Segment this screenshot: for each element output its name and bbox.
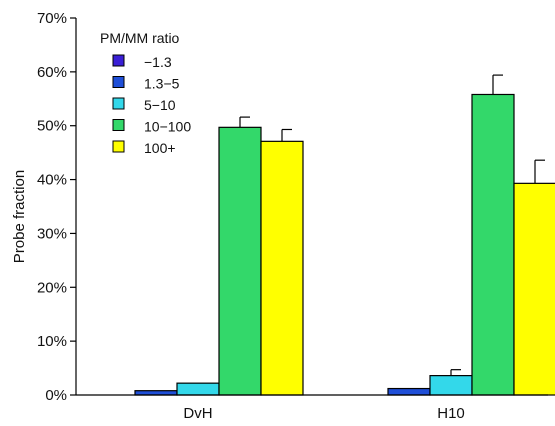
legend-label: 5−10 (144, 97, 176, 113)
legend-swatch (112, 76, 125, 88)
legend-label: 10−100 (144, 119, 191, 135)
bar (176, 382, 220, 396)
y-tick-label: 0% (45, 387, 67, 404)
legend-title: PM/MM ratio (100, 30, 180, 46)
category-labels: DvH H10 (183, 405, 464, 422)
y-tick-label: 60% (37, 64, 67, 81)
category-label: H10 (437, 405, 465, 422)
y-tick-label: 50% (37, 118, 67, 135)
y-tick-label: 40% (37, 172, 67, 189)
bar (429, 375, 473, 396)
legend: PM/MM ratio −1.3 1.3−5 5−10 10−100 100+ (100, 30, 191, 156)
legend-swatch (112, 119, 125, 131)
legend-swatch (112, 54, 125, 67)
y-tick-label: 30% (37, 225, 67, 242)
bar (471, 93, 515, 396)
legend-swatch (112, 97, 125, 110)
bars (76, 74, 555, 396)
y-ticks: 0% 10% 20% 30% 40% 50% 60% 70% (37, 10, 76, 404)
bar (134, 390, 178, 396)
legend-label: 1.3−5 (144, 76, 180, 92)
y-tick-label: 70% (37, 10, 67, 27)
y-tick-label: 10% (37, 333, 67, 350)
y-axis-title: Probe fraction (11, 170, 28, 263)
legend-label: 100+ (144, 140, 176, 156)
bar (387, 387, 431, 396)
legend-items: −1.3 1.3−5 5−10 10−100 100+ (112, 54, 191, 156)
bar (218, 126, 262, 396)
category-label: DvH (183, 405, 212, 422)
y-tick-label: 20% (37, 279, 67, 296)
axes: 0% 10% 20% 30% 40% 50% 60% 70% Probe fraction (11, 10, 77, 404)
legend-swatch (112, 140, 125, 153)
legend-label: −1.3 (144, 54, 172, 70)
bar (260, 140, 304, 396)
bar (513, 182, 555, 396)
